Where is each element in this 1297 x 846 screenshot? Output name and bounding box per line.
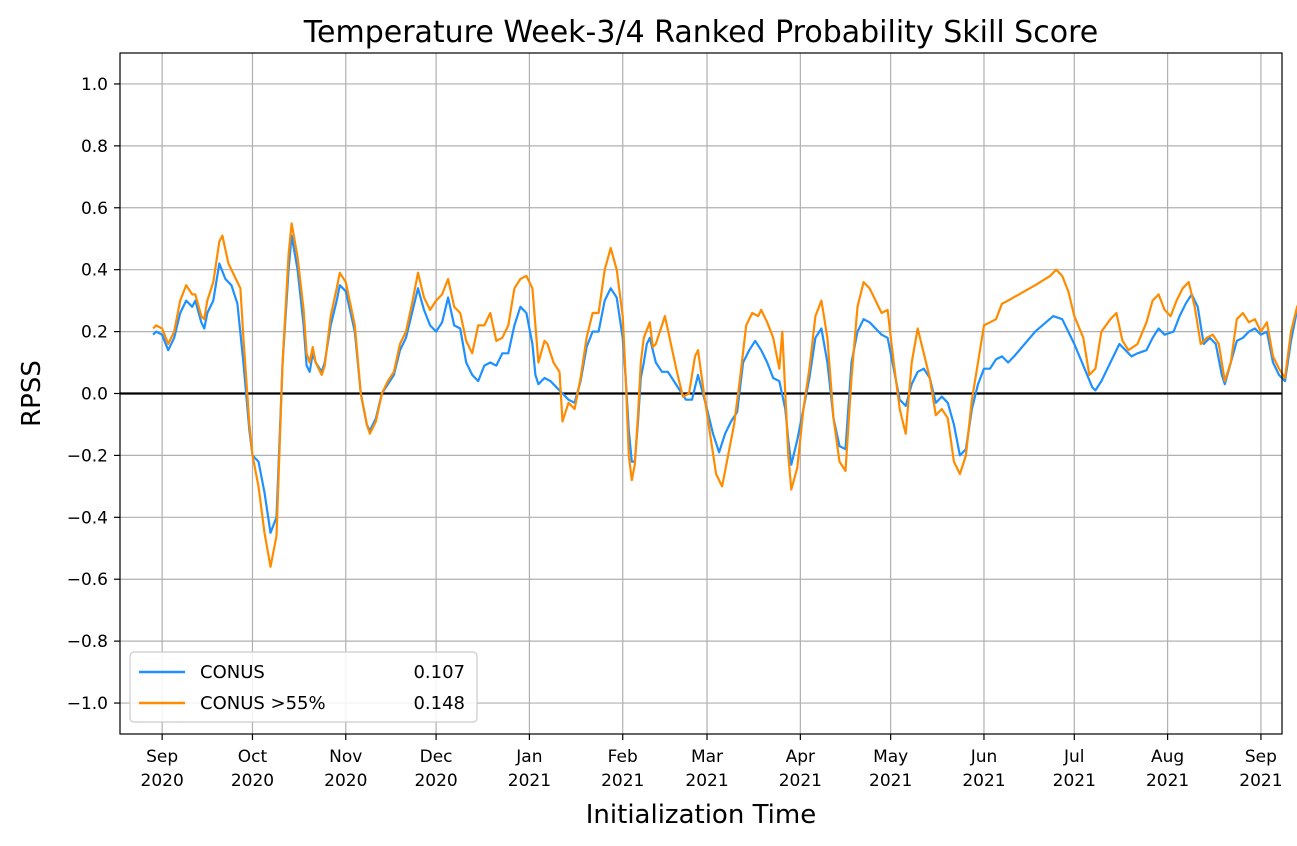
x-tick-label-month: Sep <box>1245 747 1277 767</box>
y-tick-label: 0.2 <box>81 323 108 343</box>
x-tick-label-month: Jan <box>515 747 542 767</box>
y-tick-label: −1.0 <box>67 694 108 714</box>
x-tick-label-year: 2020 <box>141 771 184 791</box>
x-tick-label-month: Jul <box>1063 747 1085 767</box>
x-tick-label-year: 2020 <box>231 771 274 791</box>
y-tick-label: 0.4 <box>81 261 108 281</box>
legend-value-conus-55: 0.148 <box>413 693 465 714</box>
x-tick-label-year: 2021 <box>601 771 644 791</box>
x-tick-label-month: Mar <box>691 747 723 767</box>
x-tick-label-year: 2021 <box>869 771 912 791</box>
legend-label-conus: CONUS <box>200 662 265 683</box>
x-tick-label-year: 2021 <box>1053 771 1096 791</box>
y-tick-label: −0.2 <box>67 446 108 466</box>
legend-label-conus-55: CONUS >55% <box>200 693 326 714</box>
y-tick-label: 1.0 <box>81 75 108 95</box>
y-axis-ticks: −1.0 −0.8 −0.6 −0.4 −0.2 0.0 0.2 0.4 0.6 0.8 1.0 <box>67 75 120 714</box>
x-tick-label-year: 2020 <box>324 771 367 791</box>
x-tick-label-month: Apr <box>786 747 815 767</box>
x-tick-label-year: 2021 <box>1239 771 1282 791</box>
series-line-conus <box>152 234 1297 534</box>
y-tick-label: 0.6 <box>81 199 108 219</box>
x-tick-label-year: 2021 <box>1146 771 1189 791</box>
chart-title: Temperature Week-3/4 Ranked Probability … <box>303 15 1098 50</box>
x-axis-label: Initialization Time <box>586 800 816 830</box>
x-tick-label-month: Jun <box>970 747 998 767</box>
x-axis-ticks: Sep 2020 Oct 2020 Nov 2020 Dec 2020 Jan 2021 Feb 20… <box>141 734 1283 791</box>
legend-value-conus: 0.107 <box>413 662 465 683</box>
x-tick-label-month: Oct <box>238 747 268 767</box>
x-tick-label-month: Dec <box>420 747 453 767</box>
x-tick-label-year: 2021 <box>779 771 822 791</box>
series-lines <box>152 222 1297 568</box>
x-tick-label-year: 2021 <box>685 771 728 791</box>
x-tick-label-year: 2021 <box>508 771 551 791</box>
y-axis-label: RPSS <box>17 360 47 427</box>
y-tick-label: −0.8 <box>67 632 108 652</box>
legend: CONUS 0.107 CONUS >55% 0.148 <box>129 651 478 723</box>
x-tick-label-year: 2021 <box>962 771 1005 791</box>
y-tick-label: −0.4 <box>67 508 108 528</box>
x-tick-label-month: May <box>873 747 908 767</box>
y-tick-label: 0.8 <box>81 137 108 157</box>
x-tick-label-month: Feb <box>608 747 638 767</box>
y-tick-label: −0.6 <box>67 570 108 590</box>
x-tick-label-year: 2020 <box>414 771 457 791</box>
x-tick-label-month: Sep <box>146 747 178 767</box>
x-tick-label-month: Aug <box>1151 747 1184 767</box>
series-line-conus-55 <box>152 222 1297 568</box>
x-tick-label-month: Nov <box>329 747 362 767</box>
legend-box <box>129 651 478 723</box>
y-tick-label: 0.0 <box>81 385 108 405</box>
